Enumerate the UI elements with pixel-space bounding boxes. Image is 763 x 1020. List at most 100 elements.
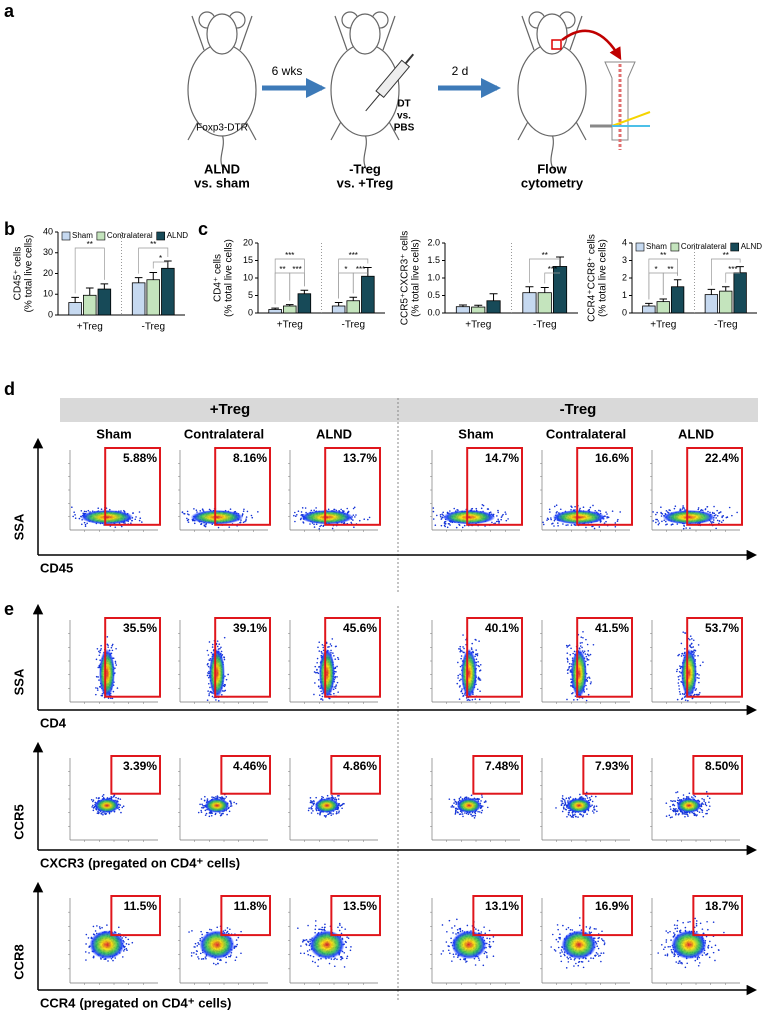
event-dot [462, 634, 464, 636]
event-dot [313, 694, 315, 696]
event-dot [460, 666, 462, 668]
y-tick-label: 20 [243, 237, 253, 247]
bar [720, 291, 733, 313]
event-dot [676, 671, 678, 673]
event-dot [333, 509, 335, 511]
event-dot [588, 694, 590, 696]
event-dot [466, 813, 468, 815]
error-bar [708, 289, 716, 294]
event-dot [460, 796, 462, 798]
event-dot [551, 523, 553, 525]
event-dot [215, 796, 217, 798]
event-dot [433, 507, 435, 509]
event-dot [219, 648, 221, 650]
event-dot [697, 509, 699, 511]
event-dot [96, 797, 98, 799]
event-dot [315, 672, 317, 674]
mouse [518, 12, 586, 170]
event-dot [310, 797, 312, 799]
error-bar [674, 280, 682, 287]
event-dot [456, 509, 458, 511]
event-dot [715, 517, 717, 519]
event-dot [678, 682, 680, 684]
event-dot [346, 508, 348, 510]
event-dot [207, 675, 209, 677]
event-dot [449, 524, 451, 526]
y-axis-label: CD4⁺ cells [213, 254, 224, 302]
event-dot [333, 797, 335, 799]
significance-bracket [339, 273, 354, 299]
gate-percent: 7.93% [595, 759, 629, 773]
event-dot [474, 817, 476, 819]
event-dot [569, 644, 571, 646]
event-dot [721, 515, 723, 517]
column-label: ALND [316, 426, 352, 441]
event-dot [107, 636, 109, 638]
event-dot [95, 687, 97, 689]
step-label: -Treg [349, 161, 381, 176]
event-dot [444, 525, 446, 527]
y-tick-label: 0.5 [427, 290, 440, 300]
event-dot [333, 693, 335, 695]
event-dot [208, 695, 210, 697]
event-dot [586, 813, 588, 815]
event-dot [211, 796, 213, 798]
error-bar [556, 257, 564, 266]
cell-density [663, 510, 716, 524]
event-dot [315, 507, 317, 509]
event-dot [477, 661, 479, 663]
event-dot [560, 508, 562, 510]
y-tick-label: 40 [43, 226, 53, 236]
event-dot [475, 508, 477, 510]
cell-density [571, 649, 587, 698]
event-dot [481, 508, 483, 510]
bar [162, 268, 175, 315]
event-dot [440, 514, 442, 516]
x-tick-label: +Treg [650, 320, 676, 331]
event-dot [321, 796, 323, 798]
event-dot [139, 520, 141, 522]
event-dot [85, 524, 87, 526]
event-dot [481, 796, 483, 798]
bar [456, 307, 469, 313]
event-dot [570, 647, 572, 649]
event-dot [667, 511, 669, 513]
event-dot [567, 672, 569, 674]
y-axis-label: SSA [11, 668, 26, 695]
event-dot [566, 699, 568, 701]
event-dot [102, 814, 104, 816]
event-dot [685, 699, 687, 701]
event-dot [484, 801, 486, 803]
y-axis-label: CD45⁺ cells [13, 247, 24, 301]
event-dot [698, 677, 700, 679]
event-dot [606, 516, 608, 518]
event-dot [96, 676, 98, 678]
event-dot [449, 510, 451, 512]
bar [705, 295, 718, 313]
event-dot [736, 512, 738, 514]
event-dot [311, 805, 313, 807]
significance-bracket [275, 273, 290, 304]
event-dot [134, 518, 136, 520]
event-dot [227, 674, 229, 676]
panel-label: c [198, 219, 208, 239]
event-dot [707, 506, 709, 508]
event-dot [471, 643, 473, 645]
event-dot [101, 695, 103, 697]
event-dot [474, 698, 476, 700]
event-dot [687, 700, 689, 702]
event-dot [555, 807, 557, 809]
gate-percent: 41.5% [595, 621, 629, 635]
y-tick-label: 0 [248, 307, 253, 317]
x-axis-label: CD4 [40, 715, 67, 730]
event-dot [211, 815, 213, 817]
event-dot [719, 512, 721, 514]
event-dot [209, 812, 211, 814]
event-dot [719, 520, 721, 522]
event-dot [580, 636, 582, 638]
event-dot [684, 696, 686, 698]
y-tick-label: 30 [43, 247, 53, 257]
event-dot [318, 650, 320, 652]
event-dot [352, 519, 354, 521]
